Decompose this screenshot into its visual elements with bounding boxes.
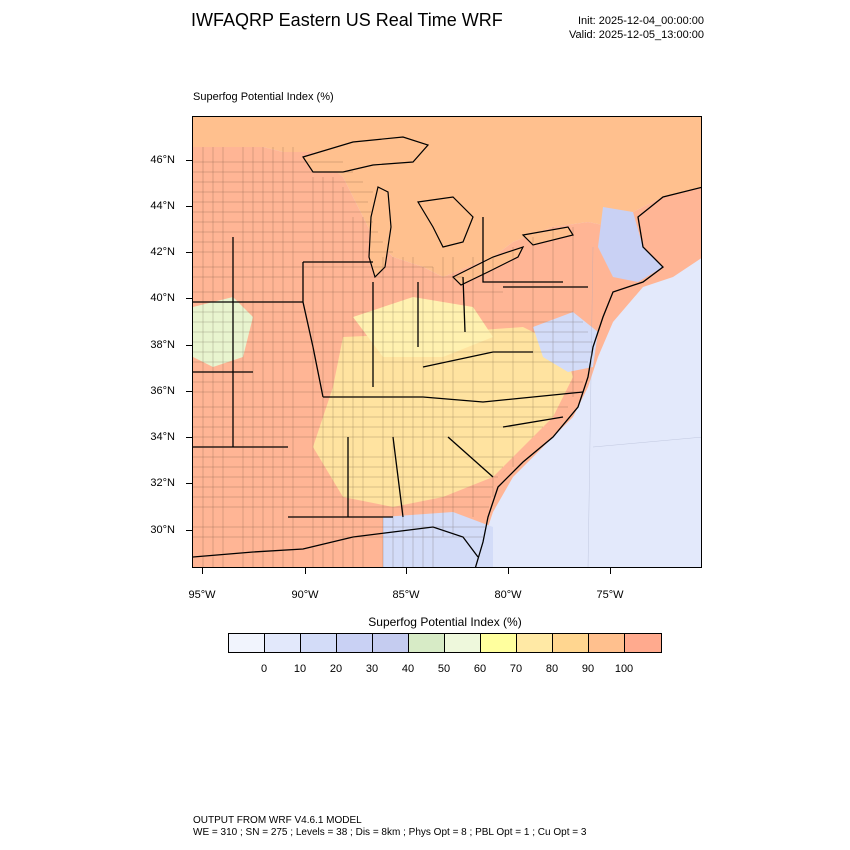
lat-tick xyxy=(186,391,192,392)
colorbar-label: 70 xyxy=(509,663,523,675)
lon-tick xyxy=(406,568,407,574)
lat-tick xyxy=(186,483,192,484)
chart-title: IWFAQRP Eastern US Real Time WRF xyxy=(191,10,503,30)
lon-label: 75°W xyxy=(596,589,624,601)
lake-huron xyxy=(417,196,474,248)
gulf-coast-line xyxy=(193,526,479,558)
lat-label: 40°N xyxy=(150,292,175,304)
lat-tick xyxy=(186,437,192,438)
map-canvas xyxy=(193,117,701,567)
colorbar-label: 40 xyxy=(401,663,415,675)
lon-label: 85°W xyxy=(392,589,420,601)
model-footer: OUTPUT FROM WRF V4.6.1 MODEL WE = 310 ; … xyxy=(193,815,586,839)
colorbar-swatch xyxy=(589,634,625,652)
lon-tick xyxy=(610,568,611,574)
lat-tick xyxy=(186,298,192,299)
lat-label: 36°N xyxy=(150,385,175,397)
model-config: WE = 310 ; SN = 275 ; Levels = 38 ; Dis … xyxy=(193,827,587,838)
colorbar-swatch xyxy=(265,634,301,652)
lat-tick xyxy=(186,206,192,207)
colorbar-label: 90 xyxy=(581,663,595,675)
colorbar-swatch xyxy=(553,634,589,652)
lat-tick xyxy=(186,345,192,346)
lon-label: 95°W xyxy=(188,589,216,601)
colorbar-label: 50 xyxy=(437,663,451,675)
legend-title: Superfog Potential Index (%) xyxy=(368,615,522,629)
run-info: Init: 2025-12-04_00:00:00 Valid: 2025-12… xyxy=(569,14,704,42)
colorbar-label: 20 xyxy=(329,663,343,675)
newengland-blue xyxy=(598,207,663,282)
lat-label: 30°N xyxy=(150,524,175,536)
model-version: OUTPUT FROM WRF V4.6.1 MODEL xyxy=(193,815,362,826)
lon-tick xyxy=(202,568,203,574)
colorbar-label: 80 xyxy=(545,663,559,675)
colorbar-label: 100 xyxy=(614,663,634,675)
county-grid xyxy=(193,147,593,567)
colorbar-swatch xyxy=(337,634,373,652)
colorbar-label: 30 xyxy=(365,663,379,675)
graticule xyxy=(587,246,701,567)
colorbar-swatch xyxy=(625,634,661,652)
colorbar-label: 10 xyxy=(293,663,307,675)
colorbar-swatch xyxy=(301,634,337,652)
field-label: Superfog Potential Index (%) xyxy=(193,91,334,103)
init-time: Init: 2025-12-04_00:00:00 xyxy=(578,15,704,27)
colorbar-swatch xyxy=(517,634,553,652)
lat-label: 32°N xyxy=(150,477,175,489)
lon-tick xyxy=(305,568,306,574)
lon-label: 80°W xyxy=(494,589,522,601)
colorbar-swatch xyxy=(229,634,265,652)
lat-tick xyxy=(186,252,192,253)
lat-tick xyxy=(186,530,192,531)
lat-label: 42°N xyxy=(150,246,175,258)
colorbar-swatch xyxy=(481,634,517,652)
colorbar-swatch xyxy=(445,634,481,652)
colorbar-swatch xyxy=(409,634,445,652)
lake-michigan xyxy=(368,186,392,279)
lat-label: 44°N xyxy=(150,200,175,212)
gulf-coast-blue xyxy=(383,512,493,567)
colorbar xyxy=(228,633,662,653)
lat-label: 46°N xyxy=(150,154,175,166)
colorbar-swatch xyxy=(373,634,409,652)
map-panel xyxy=(192,116,702,568)
lat-tick xyxy=(186,160,192,161)
lat-label: 38°N xyxy=(150,339,175,351)
lon-label: 90°W xyxy=(291,589,319,601)
lon-tick xyxy=(508,568,509,574)
lat-label: 34°N xyxy=(150,431,175,443)
east-coast-line xyxy=(474,186,701,567)
colorbar-label: 0 xyxy=(260,663,268,675)
valid-time: Valid: 2025-12-05_13:00:00 xyxy=(569,29,704,41)
colorbar-label: 60 xyxy=(473,663,487,675)
